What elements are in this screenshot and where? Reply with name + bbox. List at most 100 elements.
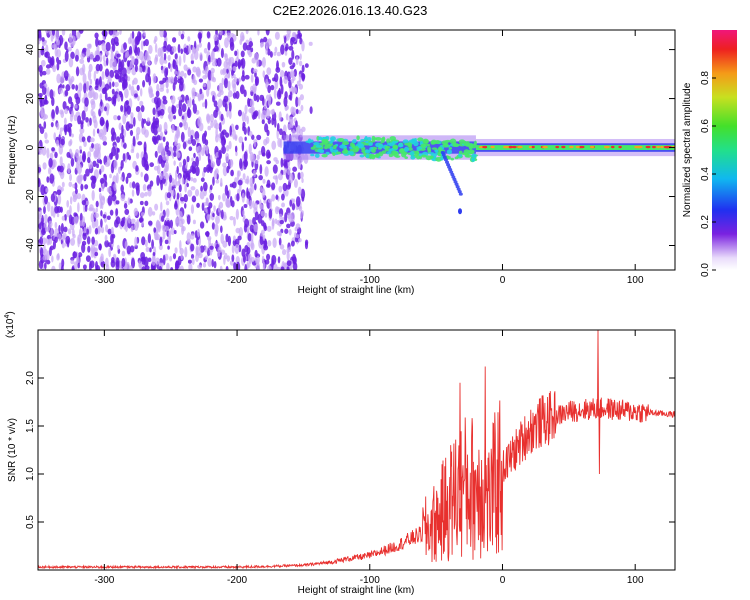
- spectrogram-noise-blob: [95, 63, 101, 72]
- spectrogram-noise-blob: [183, 64, 188, 71]
- spectrogram-core-blob: [335, 151, 342, 155]
- spectrogram-core-blob: [382, 136, 386, 141]
- spectrogram-noise-blob: [82, 216, 86, 227]
- spectrogram-noise-blob: [216, 252, 221, 257]
- spectrogram-noise-blob: [276, 60, 279, 71]
- spectrogram-noise-blob: [38, 92, 43, 97]
- spectrogram-noise-blob: [237, 235, 242, 241]
- spectrogram-noise-blob: [178, 30, 182, 37]
- spectrogram-noise-blob: [173, 70, 178, 75]
- spectrogram-noise-blob: [197, 92, 202, 102]
- spectrogram-noise-blob: [289, 65, 295, 70]
- spectrogram-noise-blob: [286, 223, 291, 229]
- spectrogram-noise-blob: [109, 58, 113, 68]
- spectrogram-noise-blob: [154, 43, 158, 53]
- spectrogram-core-blob: [310, 146, 316, 150]
- spectrogram-noise-blob: [180, 48, 184, 55]
- spectrogram-noise-blob: [255, 58, 260, 68]
- spectrogram-noise-blob: [99, 177, 105, 184]
- colorbar-gradient: [712, 30, 737, 270]
- spectrogram-noise-blob: [241, 192, 245, 203]
- spectrogram-noise-blob: [214, 223, 219, 234]
- spectrogram-noise-blob: [182, 141, 187, 150]
- spectrogram-noise-blob: [112, 58, 117, 68]
- spectrogram-noise-blob: [247, 219, 253, 227]
- spectrogram-noise-blob: [278, 111, 282, 122]
- spectrogram-noise-blob: [278, 237, 282, 246]
- spectrogram-noise-blob: [212, 212, 215, 218]
- spectrogram-noise-blob: [135, 182, 140, 191]
- spectrogram-noise-blob: [38, 214, 41, 224]
- spectrogram-noise-blob: [234, 243, 240, 255]
- spectrogram-core-blob: [402, 139, 409, 144]
- spectrogram-noise-blob: [166, 88, 169, 94]
- spectrogram-noise-blob: [202, 262, 207, 268]
- spectrogram-noise-blob: [226, 68, 229, 74]
- spectrogram-noise-blob: [254, 211, 259, 221]
- spectrogram-noise-blob: [159, 172, 163, 181]
- svg-text:(x104): (x104): [4, 311, 16, 338]
- spectrogram-noise-blob: [83, 82, 87, 94]
- spectrogram-noise-blob: [81, 240, 87, 246]
- spectrogram-noise-blob: [129, 182, 133, 188]
- spectrogram-noise-blob: [235, 261, 241, 270]
- spectrogram-noise-blob: [222, 162, 227, 168]
- spectrogram-noise-blob: [124, 88, 129, 99]
- spectrogram-core-blob: [329, 140, 333, 144]
- spectrogram-noise-blob: [74, 188, 78, 195]
- spectrogram-noise-blob: [266, 179, 271, 187]
- spectrogram-noise-blob: [46, 176, 50, 183]
- spectrogram-noise-blob: [252, 111, 258, 120]
- spectrogram-noise-blob: [288, 228, 292, 236]
- spectrogram-noise-blob: [178, 211, 183, 222]
- spectrogram-noise-blob: [99, 93, 103, 101]
- spectrogram-noise-blob: [226, 109, 229, 118]
- spectrogram-noise-blob: [127, 197, 131, 206]
- spectrogram-noise-blob: [278, 128, 283, 136]
- spectrogram-noise-blob: [91, 189, 95, 201]
- spectrogram-noise-blob: [184, 184, 187, 193]
- spectrogram-noise-blob: [179, 265, 184, 270]
- spectrogram-noise-blob: [41, 214, 44, 226]
- spectrogram-noise-blob: [38, 145, 43, 155]
- spectrogram-noise-blob: [225, 152, 230, 163]
- snr-scale-suffix: ): [5, 311, 16, 314]
- spectrogram-core-blob: [413, 140, 419, 147]
- spectrogram-noise-blob: [187, 44, 192, 54]
- spectrogram-noise-blob: [139, 192, 145, 199]
- spectrogram-noise-blob: [55, 105, 59, 115]
- snr-ytick-label: 2.0: [25, 371, 36, 385]
- spectrogram-noise-blob: [293, 87, 298, 94]
- spectrogram-noise-blob: [282, 182, 288, 192]
- spectrogram-noise-blob: [237, 109, 242, 117]
- spectrogram-noise-blob: [228, 101, 232, 112]
- spectrogram-noise-blob: [165, 79, 169, 89]
- spectrogram-noise-blob: [276, 266, 281, 270]
- spectrogram-noise-blob: [298, 34, 302, 40]
- spectrogram-noise-blob: [300, 210, 303, 219]
- spectrogram-noise-blob: [255, 259, 259, 264]
- spectrogram-noise-blob: [275, 194, 279, 200]
- spectrogram-noise-blob: [288, 172, 294, 184]
- spectrogram-noise-blob: [61, 181, 65, 188]
- snr-ytick-label: 1.0: [25, 467, 36, 481]
- spectrogram-noise-blob: [120, 220, 125, 227]
- spectrogram-core-blob: [417, 137, 424, 142]
- spectrogram-noise-blob: [210, 57, 214, 63]
- spectrogram-core-blob: [318, 136, 323, 141]
- spectrogram-noise-blob: [218, 194, 221, 201]
- spectrogram-peak-blob: [589, 145, 595, 149]
- spectrogram-noise-blob: [205, 230, 210, 238]
- spectrogram-noise-blob: [271, 117, 275, 126]
- spectrogram-noise-blob: [202, 82, 206, 88]
- spectrogram-noise-blob: [163, 59, 168, 64]
- spectrogram-noise-blob: [243, 89, 247, 98]
- spectrogram-noise-blob: [191, 160, 197, 170]
- spectrogram-noise-blob: [87, 151, 92, 159]
- spectrogram-core-blob: [418, 155, 423, 160]
- spectrogram-noise-blob: [136, 126, 141, 136]
- spectrogram-noise-blob: [157, 134, 161, 141]
- spectrogram-noise-blob: [100, 99, 103, 107]
- spectrogram-noise-blob: [225, 198, 230, 208]
- spectrogram-noise-blob: [299, 171, 304, 179]
